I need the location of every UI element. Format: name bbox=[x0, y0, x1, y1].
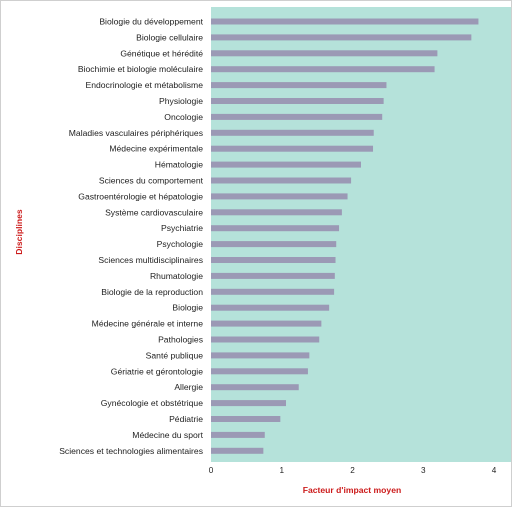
bar bbox=[211, 400, 286, 407]
category-label: Pathologies bbox=[158, 335, 203, 345]
category-label: Santé publique bbox=[146, 350, 204, 360]
bar bbox=[211, 129, 374, 136]
category-label: Biologie de la reproduction bbox=[101, 287, 203, 297]
category-label: Sciences multidisciplinaires bbox=[98, 255, 203, 265]
bar bbox=[211, 304, 330, 311]
bar bbox=[211, 225, 340, 232]
y-axis-title: Disciplines bbox=[14, 209, 24, 255]
x-tick-label: 3 bbox=[421, 466, 426, 475]
category-label: Sciences du comportement bbox=[99, 176, 204, 186]
bar bbox=[211, 416, 281, 422]
category-label: Biochimie et biologie moléculaire bbox=[78, 64, 203, 74]
bar bbox=[211, 257, 336, 263]
category-label: Biologie bbox=[172, 303, 203, 313]
category-label: Médecine expérimentale bbox=[109, 144, 203, 154]
bar bbox=[211, 368, 308, 375]
bar bbox=[211, 145, 374, 152]
category-label: Médecine générale et interne bbox=[92, 319, 204, 329]
category-label: Génétique et hérédité bbox=[120, 48, 203, 58]
bar bbox=[211, 241, 337, 248]
bar bbox=[211, 66, 435, 73]
category-label: Psychiatrie bbox=[161, 223, 203, 233]
bar bbox=[211, 82, 387, 89]
category-label: Gastroentérologie et hépatologie bbox=[78, 191, 203, 201]
category-label: Système cardiovasculaire bbox=[105, 207, 203, 217]
category-label: Psychologie bbox=[157, 239, 204, 249]
category-label: Endocrinologie et métabolisme bbox=[85, 80, 203, 90]
category-label: Hématologie bbox=[155, 160, 203, 170]
x-tick-label: 2 bbox=[350, 466, 355, 475]
x-axis-title: Facteur d'impact moyen bbox=[303, 485, 402, 495]
bar bbox=[211, 193, 348, 200]
bar bbox=[211, 98, 384, 104]
bar bbox=[211, 352, 310, 359]
bar bbox=[211, 113, 383, 120]
category-label: Gynécologie et obstétrique bbox=[101, 398, 203, 408]
x-tick-label: 4 bbox=[492, 466, 497, 475]
category-label: Médecine du sport bbox=[132, 430, 203, 440]
category-label: Rhumatologie bbox=[150, 271, 203, 281]
bar bbox=[211, 50, 438, 57]
category-label: Gériatrie et gérontologie bbox=[111, 366, 203, 376]
bar bbox=[211, 34, 472, 41]
bar bbox=[211, 177, 352, 184]
category-label: Physiologie bbox=[159, 96, 203, 106]
bar bbox=[211, 209, 342, 216]
bar bbox=[211, 288, 335, 295]
bar bbox=[211, 272, 335, 279]
bar bbox=[211, 320, 322, 327]
category-label: Pédiatrie bbox=[169, 414, 203, 424]
category-label: Allergie bbox=[174, 382, 203, 392]
bar bbox=[211, 18, 479, 25]
category-label: Sciences et technologies alimentaires bbox=[59, 446, 203, 456]
bar bbox=[211, 447, 264, 454]
category-label: Maladies vasculaires périphériques bbox=[69, 128, 203, 138]
bar bbox=[211, 336, 320, 343]
bar bbox=[211, 161, 361, 168]
plot-area bbox=[211, 7, 511, 462]
category-label: Biologie cellulaire bbox=[136, 32, 203, 42]
x-tick-label: 0 bbox=[209, 466, 214, 475]
category-label: Oncologie bbox=[164, 112, 203, 122]
bar bbox=[211, 384, 299, 391]
category-label: Biologie du développement bbox=[99, 17, 203, 27]
bar bbox=[211, 431, 265, 438]
x-tick-label: 1 bbox=[279, 466, 284, 475]
